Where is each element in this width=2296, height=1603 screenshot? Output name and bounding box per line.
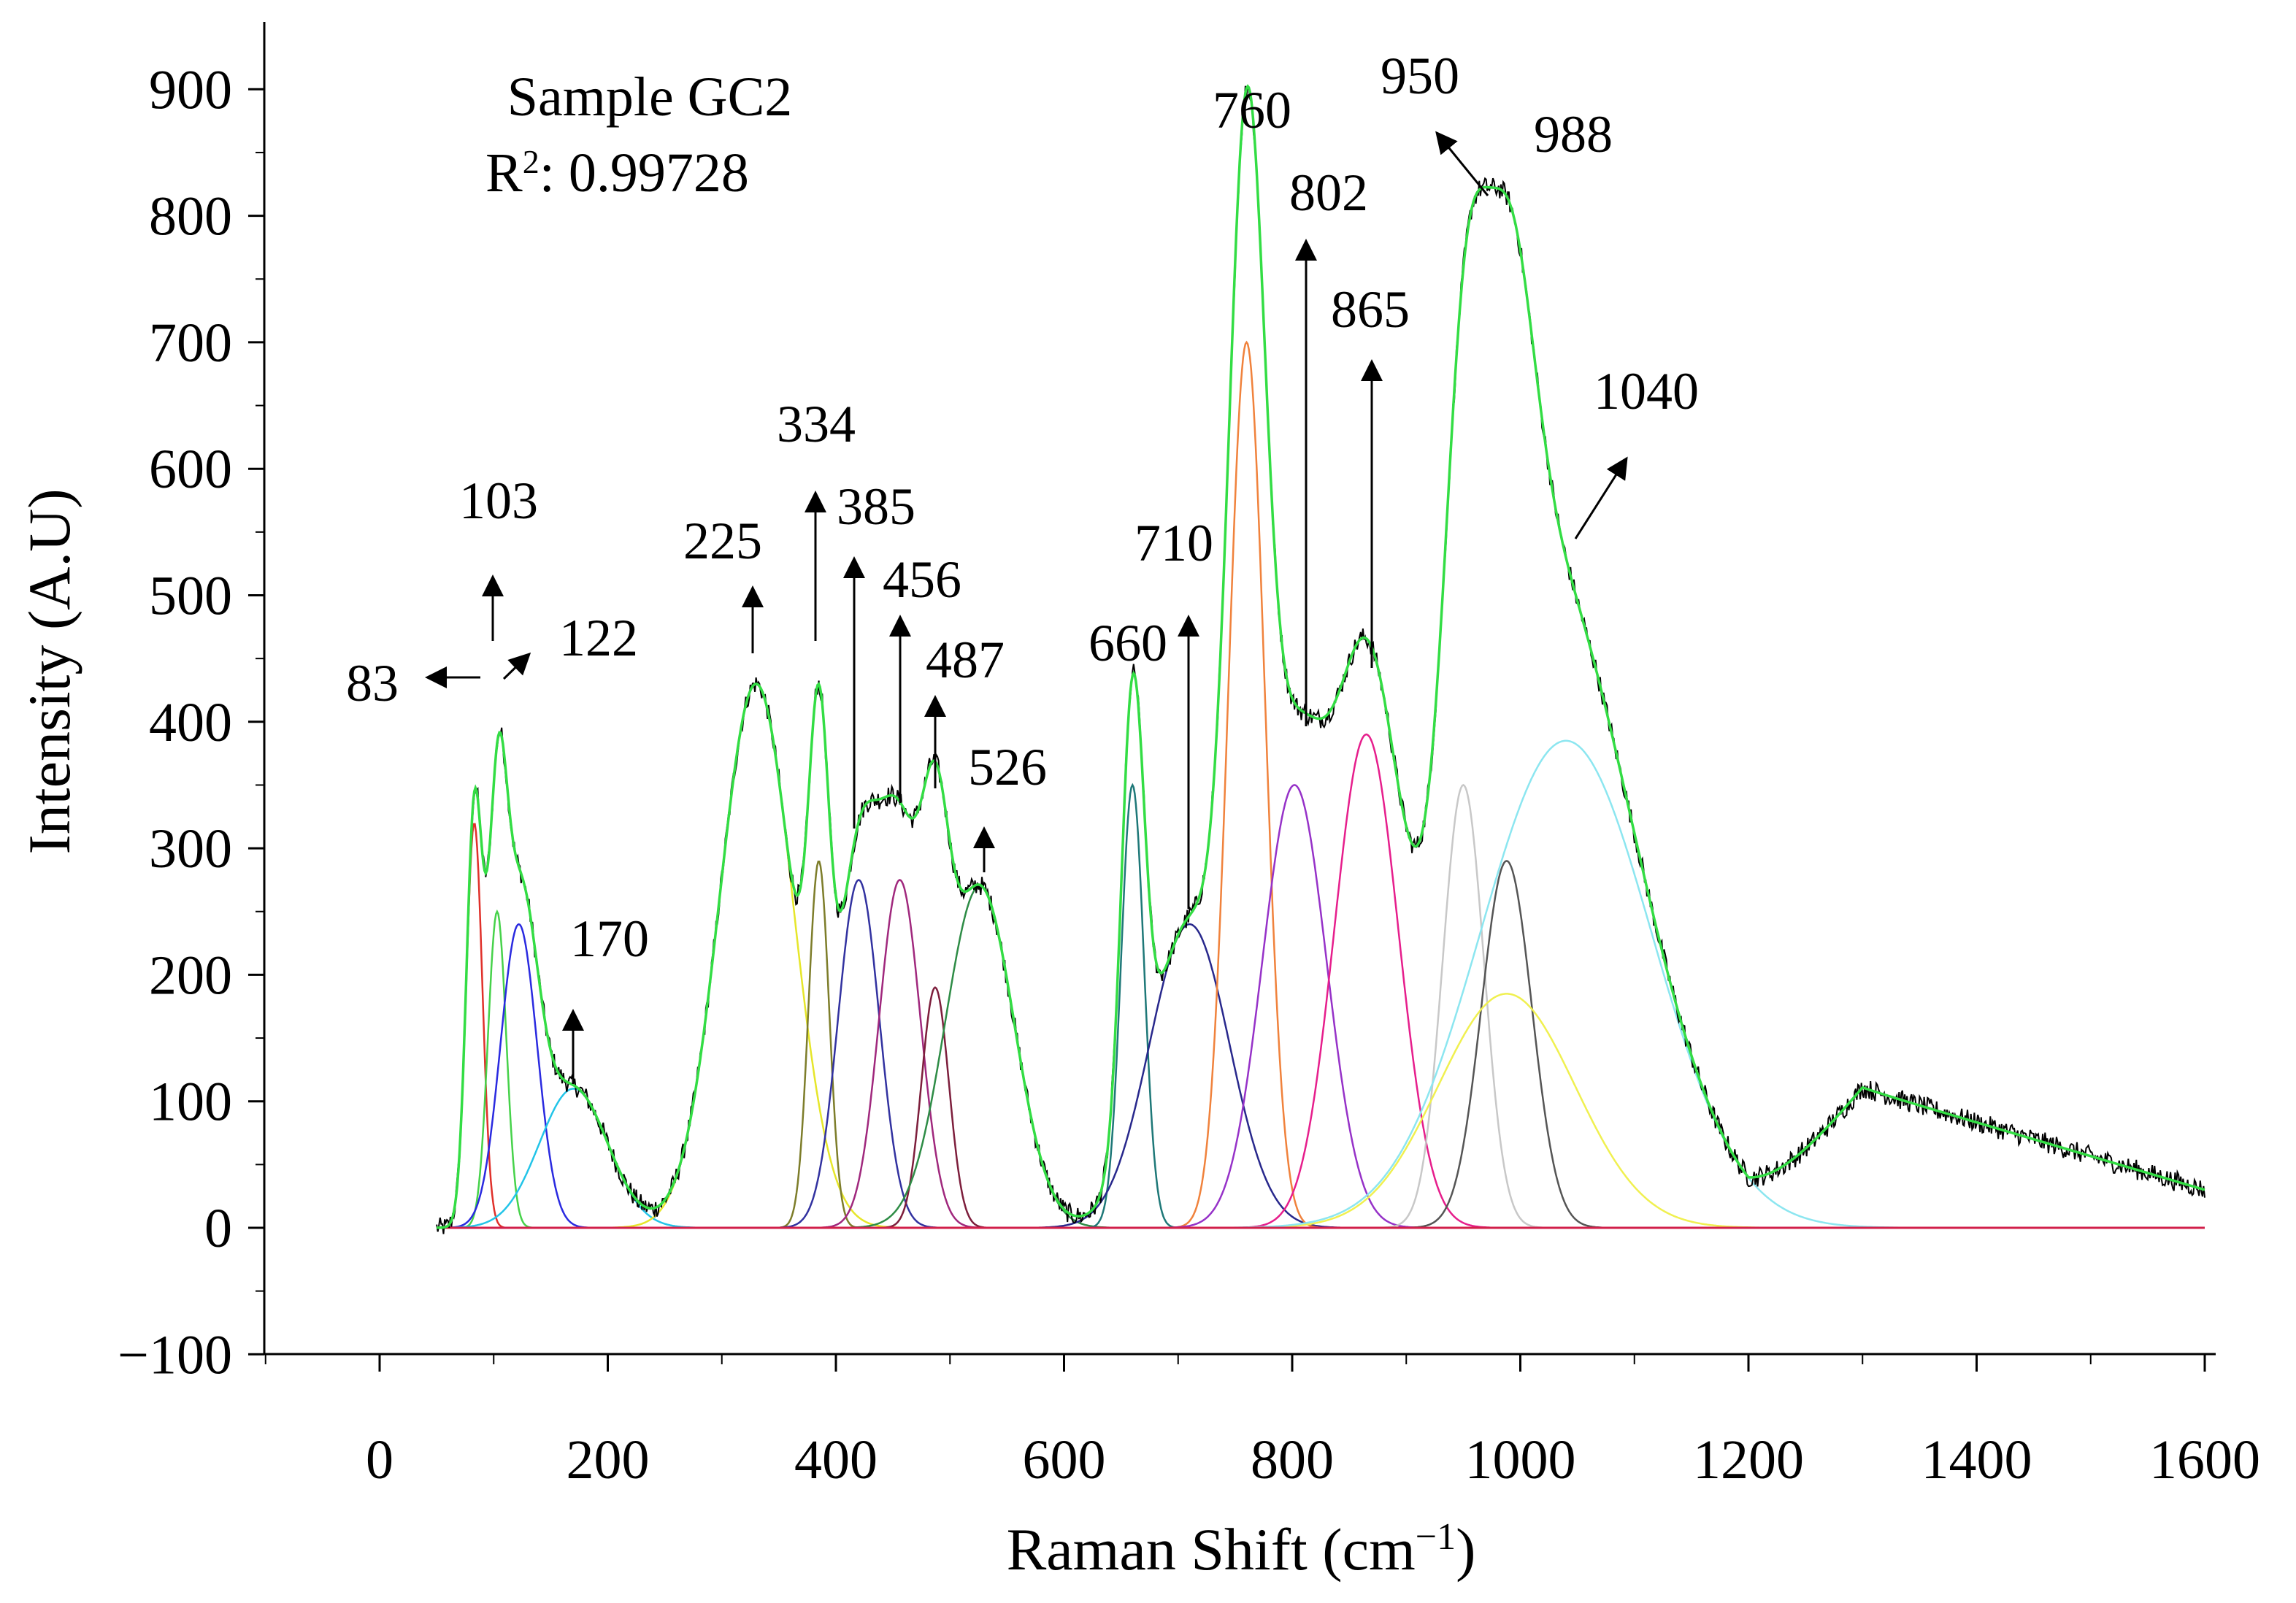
x-tick-label: 0 xyxy=(366,1429,393,1491)
fit-component-curve xyxy=(772,860,865,1229)
peak-arrow xyxy=(502,652,531,680)
y-tick-label: 900 xyxy=(149,59,232,120)
fit-component-curve xyxy=(438,823,510,1229)
y-tick-label: −100 xyxy=(118,1324,232,1385)
x-axis-title-exponent: −1 xyxy=(1416,1516,1456,1558)
fit-component-curve xyxy=(1198,993,1815,1229)
fit-component-curve xyxy=(437,923,602,1229)
peak-label: 170 xyxy=(570,910,649,968)
sample-label: Sample GC2 xyxy=(507,66,793,128)
y-tick-label: 100 xyxy=(149,1072,232,1133)
fit-component-curve xyxy=(1010,923,1370,1229)
fit-component-curve xyxy=(1370,783,1556,1229)
peak-label: 802 xyxy=(1289,164,1368,222)
peak-label: 710 xyxy=(1134,514,1213,572)
peak-label: 122 xyxy=(559,609,638,667)
y-axis-title: Intensity (A.U) xyxy=(16,488,82,854)
peak-label: 103 xyxy=(459,472,538,530)
r-squared-label: R2: 0.99728 xyxy=(485,142,749,204)
peak-label: 334 xyxy=(777,395,856,453)
peak-arrow xyxy=(1435,131,1489,196)
peak-label: 225 xyxy=(683,512,762,570)
fit-component-curve xyxy=(437,1088,728,1229)
peak-label: 660 xyxy=(1089,614,1167,672)
x-axis-title: Raman Shift (cm−1) xyxy=(1007,1516,1476,1583)
y-tick-label: 700 xyxy=(149,312,232,374)
peak-label: 83 xyxy=(346,654,399,712)
x-tick-label: 800 xyxy=(1251,1429,1334,1491)
peak-label: 950 xyxy=(1381,47,1459,105)
fit-component-curve xyxy=(456,909,539,1229)
peak-arrow xyxy=(1574,456,1628,539)
fit-component-curve xyxy=(766,878,951,1229)
peak-label: 456 xyxy=(883,550,961,609)
y-tick-label: 600 xyxy=(149,439,232,500)
y-tick-label: 800 xyxy=(149,186,232,247)
r-squared-exponent: 2 xyxy=(523,143,540,180)
y-tick-label: 400 xyxy=(149,692,232,753)
peak-label: 760 xyxy=(1213,81,1291,139)
x-tick-label: 1200 xyxy=(1693,1429,1804,1491)
peak-label: 1040 xyxy=(1594,362,1699,420)
y-tick-label: 300 xyxy=(149,818,232,880)
x-tick-label: 400 xyxy=(794,1429,878,1491)
peak-label: 526 xyxy=(968,738,1047,796)
peak-label: 385 xyxy=(837,477,915,536)
fit-component-curve xyxy=(1180,739,1951,1229)
peak-label: 988 xyxy=(1534,105,1613,164)
y-tick-label: 0 xyxy=(204,1198,232,1259)
fit-component-curve xyxy=(1151,784,1438,1229)
x-tick-label: 1400 xyxy=(1921,1429,2032,1491)
x-tick-label: 600 xyxy=(1023,1429,1106,1491)
x-axis-ticks: 0 200 400 600 800 1000 1200 1400 1600 xyxy=(264,1354,2260,1491)
peak-label: 487 xyxy=(926,631,1005,689)
y-tick-label: 200 xyxy=(149,945,232,1006)
y-axis-ticks: −100 0 100 200 300 400 500 600 700 800 900 xyxy=(118,59,264,1385)
peak-annotations: 83 103 122 170 225 334 385 456 487 526 660 710 760 80… xyxy=(346,47,1699,1084)
x-tick-label: 1000 xyxy=(1465,1429,1576,1491)
fit-component-curve xyxy=(1080,783,1184,1229)
data-series xyxy=(436,84,2205,1234)
fit-component-curve xyxy=(873,986,997,1229)
fit-components xyxy=(437,340,1951,1229)
y-tick-label: 500 xyxy=(149,566,232,627)
fit-component-curve xyxy=(1222,733,1510,1229)
x-tick-label: 1600 xyxy=(2149,1429,2260,1491)
cumulative-fit-line xyxy=(437,84,2205,1229)
peak-label: 865 xyxy=(1331,280,1410,339)
fit-component-curve xyxy=(807,879,993,1229)
x-tick-label: 200 xyxy=(567,1429,650,1491)
fit-component-curve xyxy=(1394,860,1620,1229)
experimental-spectrum-line xyxy=(436,85,2205,1234)
fit-component-curve xyxy=(1164,340,1329,1229)
